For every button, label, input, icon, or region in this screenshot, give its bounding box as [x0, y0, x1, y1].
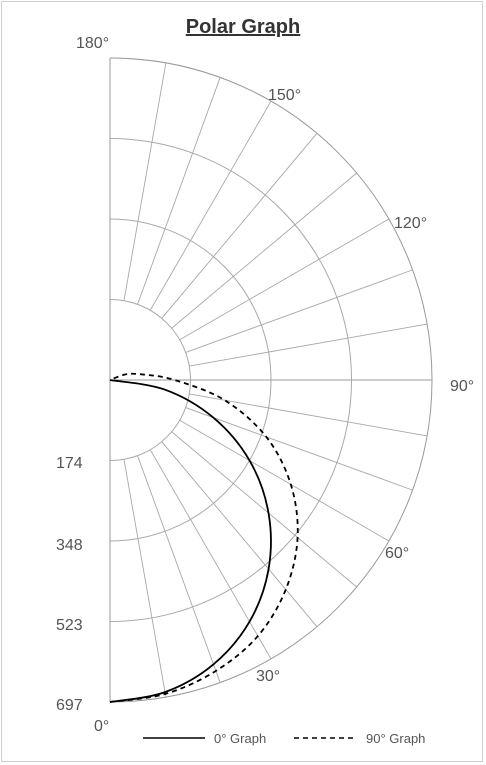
grid — [109, 57, 433, 703]
angular-tick-label: 60° — [385, 545, 409, 562]
angular-tick-label: 150° — [268, 87, 301, 104]
radial-gridline — [189, 323, 428, 367]
radial-gridline — [149, 100, 272, 311]
radial-gridline — [137, 455, 221, 683]
angular-tick-label: 180° — [76, 35, 109, 52]
series-layer — [109, 372, 299, 703]
ring-gridline — [109, 299, 191, 461]
ring-gridline — [109, 218, 272, 542]
series-line-0-graph — [109, 379, 272, 703]
radial-gridline — [123, 459, 167, 698]
tick-labels: 174 348 523 697 0° 30° 60° 90° 120° 150° 180° — [56, 35, 474, 735]
series-line-90-graph — [109, 372, 299, 703]
radial-gridline — [171, 431, 357, 588]
radial-gridline — [137, 77, 221, 305]
angular-tick-label: 120° — [394, 215, 427, 232]
radial-gridline — [189, 393, 428, 437]
angular-tick-label: 90° — [450, 378, 474, 395]
radial-tick-label: 174 — [56, 455, 83, 472]
radial-gridline — [149, 449, 272, 660]
radial-gridline — [179, 419, 390, 542]
radial-tick-label: 697 — [56, 697, 83, 714]
radial-tick-label: 348 — [56, 537, 83, 554]
radial-gridline — [179, 218, 390, 341]
radial-gridline — [171, 172, 357, 329]
radial-gridline — [161, 133, 318, 319]
legend: 0° Graph 90° Graph — [143, 731, 425, 746]
chart-title: Polar Graph — [185, 16, 301, 38]
radial-gridline — [123, 62, 167, 301]
legend-label-0-graph: 0° Graph — [214, 731, 266, 746]
ring-gridline — [109, 57, 433, 703]
legend-label-90-graph: 90° Graph — [366, 731, 425, 746]
radial-gridline — [185, 269, 413, 353]
angular-tick-label: 30° — [256, 668, 280, 685]
angular-tick-label: 0° — [94, 718, 109, 735]
radial-gridline — [185, 407, 413, 491]
ring-gridline — [109, 138, 352, 622]
radial-gridline — [161, 441, 318, 627]
radial-tick-label: 523 — [56, 617, 83, 634]
